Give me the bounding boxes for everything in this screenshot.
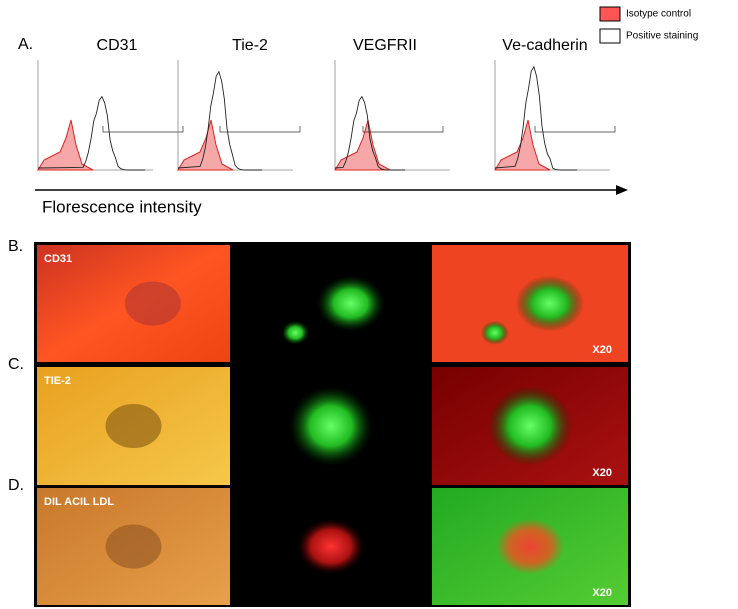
legend-swatch [599, 28, 621, 44]
histogram [177, 60, 301, 171]
positive-curve [37, 95, 146, 171]
isotype-curve [334, 119, 391, 171]
cell-cluster [105, 524, 162, 569]
panel-label: D. [8, 477, 24, 494]
isotype-curve [37, 119, 94, 171]
axis-label: Florescence intensity [42, 197, 202, 216]
histogram-title: VEGFRII [353, 37, 417, 54]
positive-curve [334, 95, 406, 171]
legend-label: Isotype control [626, 9, 691, 20]
signal-blob [480, 320, 509, 345]
arrow-head [616, 185, 628, 195]
panel-label: B. [8, 238, 23, 255]
signal-blob [316, 275, 385, 332]
panel-label: C. [8, 356, 24, 373]
image-label: CD31 [44, 253, 72, 265]
magnification: X20 [592, 587, 612, 599]
cell-cluster [105, 404, 162, 448]
isotype-curve [494, 119, 551, 171]
signal-blob [297, 518, 365, 575]
gate-bracket [219, 126, 301, 133]
signal-blob [289, 386, 373, 466]
magnification: X20 [592, 467, 612, 479]
histogram-title: Ve-cadherin [502, 37, 587, 54]
histogram-title: CD31 [97, 37, 138, 54]
gate-bracket [102, 126, 184, 133]
positive-curve [494, 65, 578, 171]
image-label: TIE-2 [44, 375, 71, 387]
histogram-title: Tie-2 [232, 37, 268, 54]
cell-cluster [124, 281, 181, 326]
histogram [334, 60, 450, 171]
image-grid: B. CD31 X20 C. TIE-2 X20 D. DIL ACIL LDL X20 [8, 238, 628, 605]
signal-blob [488, 386, 572, 466]
signal-blob [496, 518, 564, 575]
magnification: X20 [592, 344, 612, 356]
legend-swatch [599, 6, 621, 22]
gate-bracket [534, 126, 616, 133]
signal-blob [281, 320, 310, 345]
gate-bracket [362, 126, 444, 133]
histogram [494, 60, 616, 171]
image-label: DIL ACIL LDL [44, 496, 114, 508]
signal-blob [515, 275, 584, 332]
positive-curve [177, 70, 263, 171]
panel-label: A. [18, 36, 33, 53]
legend-label: Positive staining [626, 31, 698, 42]
histograms [37, 60, 616, 171]
histogram [37, 60, 184, 171]
